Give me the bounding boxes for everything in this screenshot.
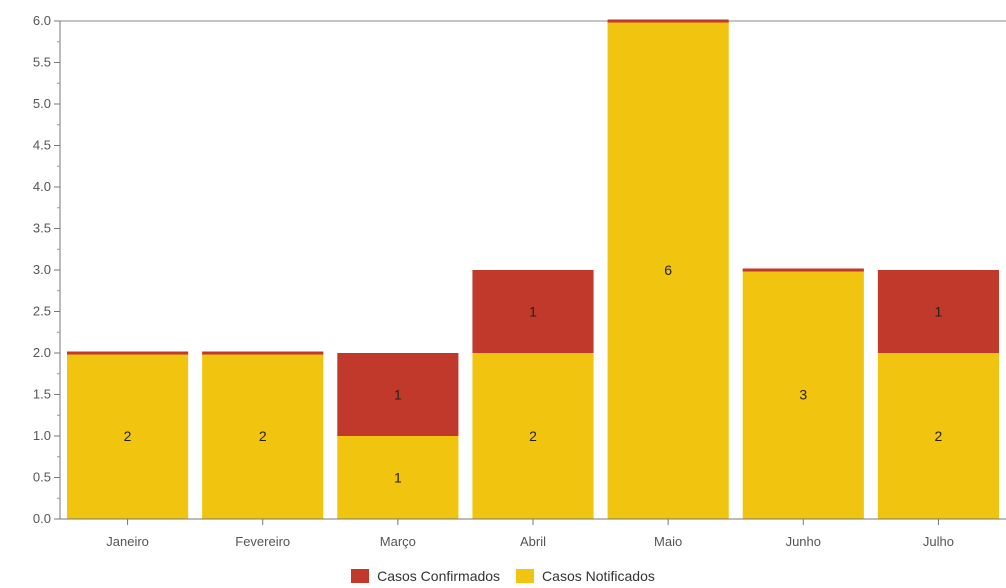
y-tick-label: 0.0 <box>33 511 51 526</box>
y-tick-label: 5.0 <box>33 96 51 111</box>
bar-notificados[interactable] <box>337 436 459 519</box>
data-label-confirmados: 1 <box>529 304 537 320</box>
bar-notificados[interactable] <box>202 353 324 519</box>
bar-cap-confirmados <box>202 351 324 355</box>
bar-notificados[interactable] <box>877 353 999 519</box>
legend: Casos Confirmados Casos Notificados <box>0 564 1006 588</box>
bar-cap-confirmados <box>67 351 189 355</box>
y-tick-label: 0.5 <box>33 470 51 485</box>
bar-confirmados[interactable] <box>877 270 999 353</box>
y-tick-label: 3.5 <box>33 221 51 236</box>
stacked-bar-chart: 0.00.51.01.52.02.53.03.54.04.55.05.56.0 … <box>33 13 1006 549</box>
x-tick-label: Abril <box>520 534 546 549</box>
y-tick-label: 2.5 <box>33 304 51 319</box>
y-tick-label: 4.0 <box>33 179 51 194</box>
y-tick-label: 1.0 <box>33 428 51 443</box>
data-label-notificados: 3 <box>799 387 807 403</box>
bar-confirmados[interactable] <box>472 270 594 353</box>
legend-item-confirmados[interactable]: Casos Confirmados <box>351 568 500 584</box>
y-tick-label: 3.0 <box>33 262 51 277</box>
legend-swatch-notificados <box>516 569 535 583</box>
x-tick-label: Janeiro <box>106 534 149 549</box>
bar-notificados[interactable] <box>742 270 864 519</box>
data-label-notificados: 2 <box>935 428 943 444</box>
bar-cap-confirmados <box>742 268 864 272</box>
bars-layer: 2 2 1 1 2 1 6 3 2 1 <box>67 19 999 519</box>
x-tick-label: Fevereiro <box>235 534 290 549</box>
y-tick-label: 6.0 <box>33 13 51 28</box>
bar-notificados[interactable] <box>607 21 729 519</box>
data-label-notificados: 2 <box>124 428 132 444</box>
data-label-notificados: 6 <box>664 262 672 278</box>
bar-notificados[interactable] <box>67 353 189 519</box>
legend-label-notificados: Casos Notificados <box>542 568 655 584</box>
data-label-confirmados: 1 <box>935 304 943 320</box>
data-label-notificados: 2 <box>259 428 267 444</box>
data-label-confirmados: 1 <box>394 387 402 403</box>
x-tick-label: Julho <box>923 534 954 549</box>
x-tick-label: Maio <box>654 534 682 549</box>
data-label-notificados: 2 <box>529 428 537 444</box>
y-tick-label: 4.5 <box>33 138 51 153</box>
x-tick-label: Junho <box>786 534 821 549</box>
legend-label-confirmados: Casos Confirmados <box>377 568 501 584</box>
legend-swatch-confirmados <box>351 569 370 583</box>
bar-confirmados[interactable] <box>337 353 459 436</box>
legend-item-notificados[interactable]: Casos Notificados <box>516 568 655 584</box>
y-tick-label: 2.0 <box>33 345 51 360</box>
x-axis: Janeiro Fevereiro Março Abril Maio Junho Julho <box>60 518 1006 549</box>
y-tick-label: 5.5 <box>33 55 51 70</box>
y-tick-label: 1.5 <box>33 387 51 402</box>
y-axis: 0.0 0.5 1.0 1.5 2.0 2.5 3.0 3.5 4.0 4.5 5.0 5.5 6.0 <box>33 13 1006 526</box>
x-tick-label: Março <box>380 534 416 549</box>
bar-notificados[interactable] <box>472 353 594 519</box>
bar-cap-confirmados <box>607 19 729 23</box>
data-label-notificados: 1 <box>394 470 402 486</box>
